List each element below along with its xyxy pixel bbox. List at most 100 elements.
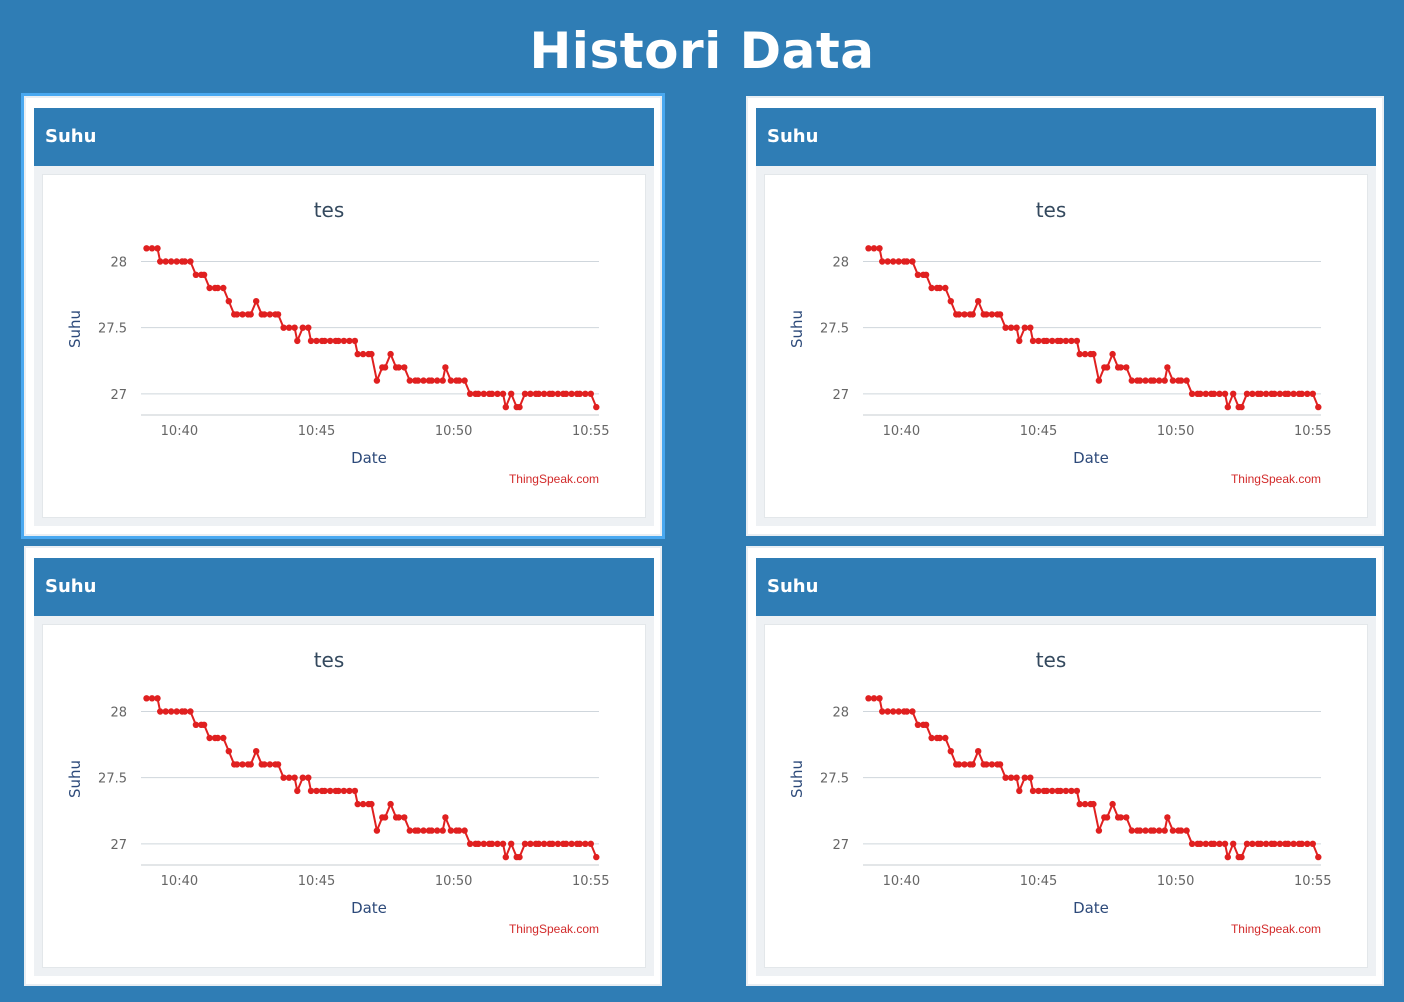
chart-card[interactable]: Suhu tes 27 27.5 28 10:40 10:45 10:50 10:55 Date… [746,96,1384,536]
data-point [587,840,594,847]
x-tick-label: 10:45 [298,874,335,889]
chart-card[interactable]: Suhu tes 27 27.5 28 10:40 10:45 10:50 10:55 Date… [24,96,662,536]
data-point [420,377,427,384]
data-point [143,245,150,252]
data-point [996,311,1004,318]
data-point [1103,364,1111,371]
data-point [200,721,208,728]
data-point [181,708,189,715]
data-point [922,271,930,278]
line-chart: tes 27 27.5 28 10:40 10:45 10:50 10:55 Date Suhu T… [788,198,1332,486]
data-point [368,350,375,358]
data-point [1164,814,1171,821]
data-point [327,337,334,345]
data-point [373,827,381,834]
chart-frame: tes 27 27.5 28 10:40 10:45 10:50 10:55 Date Suhu T… [42,624,646,968]
data-point [1161,377,1168,384]
data-point [1043,337,1050,345]
data-point [1298,840,1305,847]
data-point [535,390,542,397]
data-point [162,258,169,265]
page-title: Histori Data [529,22,875,80]
data-point [406,827,413,834]
data-point [225,298,232,305]
data-point [1081,800,1089,808]
data-point [1188,840,1196,847]
data-point [294,787,301,795]
data-point [280,774,287,781]
data-point [1315,853,1322,861]
data-point [521,390,529,397]
y-tick-label: 27 [832,838,849,853]
x-tick-label: 10:45 [1020,874,1057,889]
data-point [969,761,976,768]
data-point [1142,827,1149,834]
data-point [975,298,982,305]
data-point [420,827,427,834]
x-tick-label: 10:40 [883,874,920,889]
data-point [291,774,298,781]
data-point [1043,787,1050,795]
data-point [253,748,260,755]
y-tick-label: 28 [110,256,127,271]
data-point [1169,827,1177,834]
data-point [1290,390,1297,397]
x-axis-label: Date [351,899,387,917]
data-point [181,258,189,265]
chart-card[interactable]: Suhu tes 27 27.5 28 10:40 10:45 10:50 10:55 Date… [746,546,1384,986]
data-point [162,708,169,715]
data-point [1238,853,1245,861]
data-point [1284,390,1292,397]
data-point [313,337,320,345]
card-body: tes 27 27.5 28 10:40 10:45 10:50 10:55 Date Suhu T… [756,166,1376,526]
chart-title: tes [1036,648,1067,672]
data-point [1029,787,1037,795]
data-point [1007,774,1015,781]
data-point [527,840,534,847]
data-point [988,311,996,318]
data-point [1156,827,1163,834]
x-tick-label: 10:45 [1020,424,1057,439]
data-point [494,840,501,847]
data-point [233,761,241,768]
data-point [884,258,891,265]
x-tick-label: 10:40 [161,874,198,889]
data-point [1057,787,1064,795]
data-point [206,734,213,742]
data-point [1262,390,1270,397]
data-point [1230,390,1237,397]
x-tick-label: 10:50 [1157,424,1194,439]
data-point [870,695,878,702]
data-point [1249,840,1256,847]
data-point [154,695,161,702]
data-point [988,761,996,768]
data-point [516,403,523,411]
data-point [527,390,534,397]
x-axis-label: Date [1073,899,1109,917]
chart-title: tes [1036,198,1067,222]
data-point [220,284,227,292]
data-point [1142,377,1149,384]
chart-card[interactable]: Suhu tes 27 27.5 28 10:40 10:45 10:50 10:55 Date… [24,546,662,986]
data-point [582,390,589,397]
data-point [914,271,922,278]
y-tick-label: 27.5 [820,322,849,337]
data-point [285,324,293,331]
data-point [1238,403,1245,411]
data-point [587,390,594,397]
credit-link: ThingSpeak.com [1231,472,1321,486]
card-header: Suhu [756,108,1376,166]
data-point [1210,390,1218,397]
data-point [1290,840,1297,847]
card-header: Suhu [34,108,654,166]
data-point [346,787,353,795]
data-point [439,827,446,834]
data-point [480,390,487,397]
data-point [401,364,408,371]
data-point [214,284,221,292]
data-point [1150,827,1157,834]
data-point [280,324,287,331]
data-point [359,350,367,358]
data-point [1027,774,1034,781]
x-tick-label: 10:40 [883,424,920,439]
